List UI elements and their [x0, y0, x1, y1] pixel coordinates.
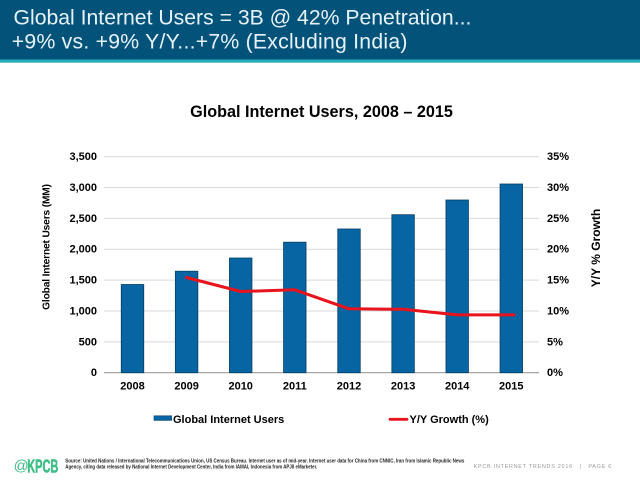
- svg-text:0%: 0%: [547, 367, 563, 379]
- svg-text:2009: 2009: [174, 381, 198, 393]
- svg-text:3,500: 3,500: [69, 151, 97, 163]
- svg-text:Y/Y % Growth: Y/Y % Growth: [589, 209, 603, 287]
- svg-text:10%: 10%: [547, 306, 569, 318]
- svg-text:2013: 2013: [391, 381, 415, 393]
- svg-text:2014: 2014: [445, 381, 470, 393]
- svg-text:1,000: 1,000: [69, 306, 97, 318]
- svg-text:0: 0: [91, 367, 97, 379]
- svg-text:2,000: 2,000: [69, 244, 97, 256]
- svg-text:25%: 25%: [547, 213, 569, 225]
- svg-text:KPCB INTERNET TRENDS 2016 |: KPCB INTERNET TRENDS 2016 | PAGE 6: [474, 464, 612, 470]
- svg-text:Global Internet Users = 3B @ 4: Global Internet Users = 3B @ 42% Penetra…: [14, 7, 472, 30]
- svg-text:2,500: 2,500: [69, 213, 97, 225]
- svg-text:3,000: 3,000: [69, 182, 97, 194]
- svg-text:30%: 30%: [547, 182, 569, 194]
- svg-text:2008: 2008: [120, 381, 144, 393]
- svg-text:35%: 35%: [547, 151, 569, 163]
- svg-text:Global Internet Users, 2008 –: Global Internet Users, 2008 – 2015: [190, 103, 453, 121]
- svg-text:+9% vs. +9% Y/Y...+7% (Excludi: +9% vs. +9% Y/Y...+7% (Excluding India): [12, 31, 408, 54]
- svg-text:1,500: 1,500: [69, 275, 97, 287]
- svg-text:2015: 2015: [499, 381, 523, 393]
- svg-text:Source: United Nations / Inter: Source: United Nations / International T…: [65, 459, 464, 465]
- svg-text:15%: 15%: [547, 275, 569, 287]
- svg-text:Agency, citing data released b: Agency, citing data released by National…: [65, 465, 318, 471]
- svg-text:KPCB: KPCB: [27, 457, 58, 478]
- svg-text:Global Internet Users: Global Internet Users: [173, 414, 284, 426]
- svg-text:20%: 20%: [547, 244, 569, 256]
- svg-text:Global Internet Users (MM): Global Internet Users (MM): [41, 184, 52, 310]
- svg-text:2010: 2010: [228, 381, 252, 393]
- svg-text:2011: 2011: [283, 381, 307, 393]
- svg-text:2012: 2012: [337, 381, 361, 393]
- svg-text:5%: 5%: [547, 336, 563, 348]
- svg-text:Y/Y Growth (%): Y/Y Growth (%): [410, 414, 490, 426]
- svg-text:@: @: [14, 459, 29, 475]
- svg-text:500: 500: [79, 336, 97, 348]
